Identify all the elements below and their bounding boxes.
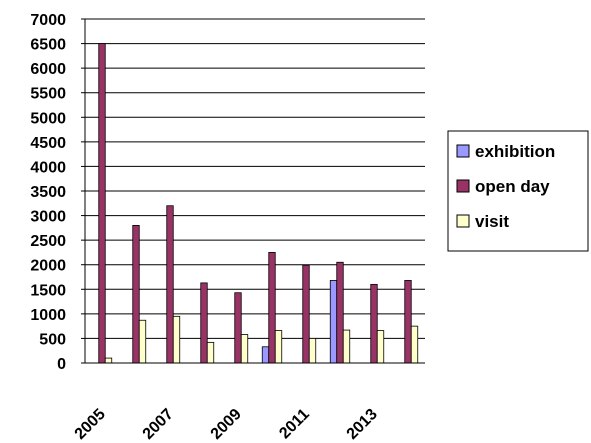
bar-visit-2007 bbox=[172, 315, 181, 364]
y-tick-labels: 0 500 1000 1500 2000 2500 3000 3500 4000 4500 5000… bbox=[30, 12, 85, 373]
y-tick-label: 6500 bbox=[30, 37, 66, 54]
x-tick-labels: 2005 2007 2009 2011 2013 bbox=[72, 406, 381, 443]
bar-visit-2009 bbox=[240, 334, 249, 364]
bar-open-day-2008 bbox=[200, 282, 208, 364]
legend-swatch-visit bbox=[456, 214, 470, 228]
y-tick-label: 5000 bbox=[30, 110, 66, 127]
bar-visit-2012 bbox=[342, 329, 351, 364]
y-tick-label: 5500 bbox=[30, 86, 66, 103]
bar-open-day-2009 bbox=[234, 292, 242, 364]
legend-label-exhibition: exhibition bbox=[475, 142, 555, 161]
y-tick-label: 2500 bbox=[30, 233, 66, 250]
bar-exhibition-2010 bbox=[261, 346, 270, 364]
bar-visit-2006 bbox=[138, 319, 147, 364]
x-tick-label: 2005 bbox=[72, 406, 109, 443]
y-tick-label: 4000 bbox=[30, 159, 66, 176]
bars bbox=[98, 43, 419, 364]
legend: exhibition open day visit bbox=[447, 130, 589, 252]
bar-open-day-2014 bbox=[404, 280, 412, 364]
legend-box bbox=[447, 130, 589, 252]
bar-visit-2011 bbox=[308, 338, 317, 364]
bar-visit-2010 bbox=[274, 330, 283, 364]
legend-swatch-open-day bbox=[456, 179, 470, 193]
legend-label-visit: visit bbox=[475, 212, 509, 231]
bar-exhibition-2012 bbox=[329, 280, 338, 364]
x-tick-label: 2009 bbox=[208, 406, 245, 443]
bar-visit-2014 bbox=[410, 325, 419, 364]
y-tick-label: 3000 bbox=[30, 209, 66, 226]
bar-open-day-2011 bbox=[302, 264, 310, 364]
x-tick-label: 2007 bbox=[140, 406, 177, 443]
y-tick-label: 3500 bbox=[30, 184, 66, 201]
y-tick-label: 500 bbox=[39, 331, 66, 348]
bar-open-day-2005 bbox=[98, 43, 106, 364]
y-tick-label: 4500 bbox=[30, 135, 66, 152]
y-tick-label: 0 bbox=[57, 356, 66, 373]
bar-visit-2008 bbox=[206, 341, 215, 364]
gridlines bbox=[85, 18, 425, 339]
legend-label-open-day: open day bbox=[475, 177, 550, 196]
x-tick-label: 2011 bbox=[276, 406, 313, 443]
x-tick-label: 2013 bbox=[344, 406, 381, 443]
bar-open-day-2013 bbox=[370, 283, 378, 364]
y-tick-label: 2000 bbox=[30, 258, 66, 275]
y-tick-label: 1500 bbox=[30, 282, 66, 299]
legend-swatch-exhibition bbox=[456, 144, 470, 158]
bar-open-day-2007 bbox=[166, 205, 174, 364]
bar-visit-2013 bbox=[376, 330, 385, 364]
y-tick-label: 6000 bbox=[30, 61, 66, 78]
bar-open-day-2010 bbox=[268, 252, 276, 364]
bar-open-day-2012 bbox=[336, 261, 344, 364]
bar-open-day-2006 bbox=[132, 224, 140, 364]
y-tick-label: 7000 bbox=[30, 12, 66, 29]
y-tick-label: 1000 bbox=[30, 307, 66, 324]
bar-visit-2005 bbox=[104, 357, 113, 364]
